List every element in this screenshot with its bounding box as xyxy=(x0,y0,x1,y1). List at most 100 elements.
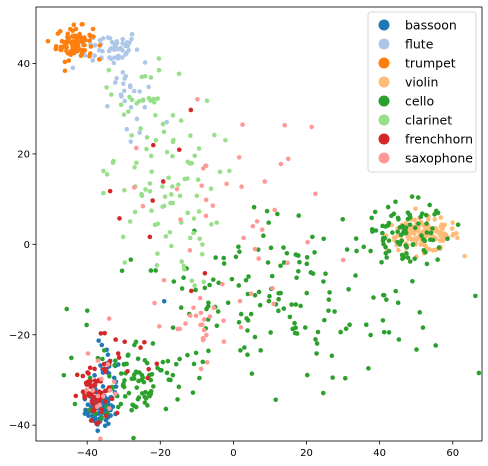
point-trumpet xyxy=(81,42,86,47)
point-bassoon xyxy=(113,384,119,389)
point-saxophone xyxy=(112,391,118,397)
point-cello xyxy=(176,384,182,390)
point-saxophone xyxy=(187,248,193,253)
point-saxophone xyxy=(340,257,346,263)
point-saxophone xyxy=(106,316,112,321)
point-cello xyxy=(400,224,405,230)
point-clarinet xyxy=(101,190,106,196)
point-cello xyxy=(405,216,411,222)
point-clarinet xyxy=(148,75,154,80)
point-cello xyxy=(373,228,379,233)
point-saxophone xyxy=(272,207,277,213)
point-trumpet xyxy=(74,44,79,49)
point-clarinet xyxy=(214,220,219,225)
point-clarinet xyxy=(188,235,193,241)
point-cello xyxy=(323,271,328,277)
point-cello xyxy=(124,361,129,367)
point-bassoon xyxy=(95,428,101,434)
point-clarinet xyxy=(151,96,156,102)
legend-label-cello: cello xyxy=(405,94,434,109)
point-saxophone xyxy=(224,181,229,187)
point-clarinet xyxy=(188,133,193,138)
point-saxophone xyxy=(305,239,310,245)
point-cello xyxy=(122,394,128,399)
point-flute xyxy=(121,88,127,94)
point-cello xyxy=(221,255,227,261)
point-frenchhorn xyxy=(92,366,97,372)
x-tick-label: 0 xyxy=(230,448,236,459)
legend-label-frenchhorn: frenchhorn xyxy=(405,132,473,147)
point-cello xyxy=(296,213,302,218)
point-clarinet xyxy=(156,67,162,73)
point-saxophone xyxy=(220,281,225,287)
point-saxophone xyxy=(197,295,203,301)
point-flute xyxy=(92,43,98,48)
point-cello xyxy=(261,233,266,239)
point-violin xyxy=(414,237,419,242)
point-frenchhorn xyxy=(176,147,182,153)
point-clarinet xyxy=(111,158,116,164)
point-cello xyxy=(166,377,172,383)
point-cello xyxy=(415,195,421,200)
point-frenchhorn xyxy=(94,379,100,384)
point-saxophone xyxy=(157,324,162,329)
point-clarinet xyxy=(125,109,131,114)
point-flute xyxy=(121,81,126,86)
point-saxophone xyxy=(107,388,113,393)
point-cello xyxy=(233,254,239,260)
point-cello xyxy=(144,360,150,366)
point-cello xyxy=(473,293,478,299)
point-cello xyxy=(135,356,141,362)
point-trumpet xyxy=(71,50,77,56)
point-cello xyxy=(249,371,255,376)
point-saxophone xyxy=(203,163,208,169)
point-saxophone xyxy=(262,179,268,184)
point-flute xyxy=(127,84,133,90)
point-frenchhorn xyxy=(107,188,113,194)
point-cello xyxy=(380,230,385,236)
point-cello xyxy=(423,212,429,218)
point-cello xyxy=(310,234,315,240)
point-clarinet xyxy=(155,251,160,256)
point-clarinet xyxy=(149,208,154,214)
point-saxophone xyxy=(203,197,209,203)
point-flute xyxy=(137,130,142,135)
point-cello xyxy=(395,229,400,235)
point-cello xyxy=(445,236,450,242)
point-flute xyxy=(164,119,169,125)
point-cello xyxy=(160,359,166,365)
point-cello xyxy=(430,237,436,243)
point-cello xyxy=(424,261,430,267)
point-flute xyxy=(122,98,128,104)
point-clarinet xyxy=(171,137,176,143)
point-cello xyxy=(354,248,359,254)
point-clarinet xyxy=(204,98,210,104)
point-cello xyxy=(115,404,121,410)
point-trumpet xyxy=(62,41,68,47)
point-flute xyxy=(92,53,98,58)
point-cello xyxy=(175,397,180,402)
point-cello xyxy=(294,331,300,336)
point-violin xyxy=(409,227,414,232)
y-tick-label: 0 xyxy=(24,240,30,251)
point-cello xyxy=(366,366,371,371)
point-cello xyxy=(133,339,139,345)
point-clarinet xyxy=(197,236,202,242)
point-cello xyxy=(137,370,142,375)
point-saxophone xyxy=(195,96,200,102)
point-saxophone xyxy=(134,145,139,151)
point-cello xyxy=(315,329,321,335)
point-cello xyxy=(153,268,158,273)
point-cello xyxy=(428,230,434,236)
point-cello xyxy=(390,230,395,235)
point-frenchhorn xyxy=(80,373,86,379)
point-cello xyxy=(258,348,263,353)
point-cello xyxy=(321,236,326,242)
point-saxophone xyxy=(285,260,290,266)
point-saxophone xyxy=(240,122,245,127)
point-cello xyxy=(414,347,419,352)
point-bassoon xyxy=(96,338,101,343)
point-frenchhorn xyxy=(90,398,95,403)
point-frenchhorn xyxy=(87,365,93,371)
point-cello xyxy=(107,373,112,379)
